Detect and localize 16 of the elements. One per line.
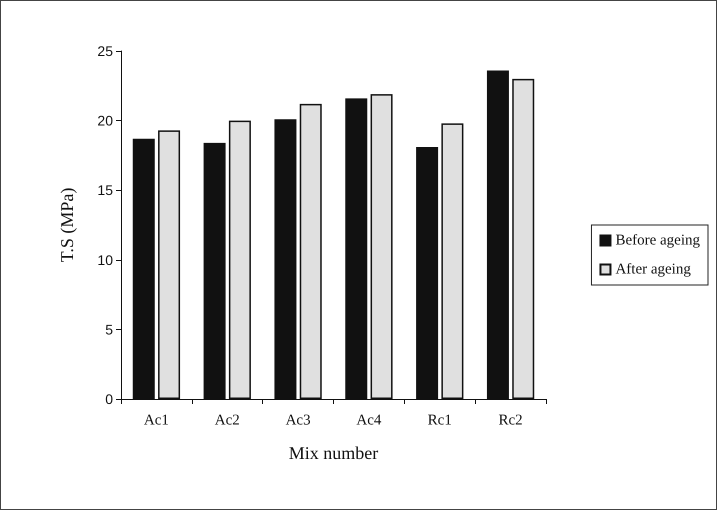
y-tick-label: 5 xyxy=(105,321,114,338)
y-tick-label: 20 xyxy=(97,112,114,129)
x-tick-label: Rc2 xyxy=(498,412,523,428)
x-tick-label: Ac4 xyxy=(356,412,382,428)
legend-label: After ageing xyxy=(615,262,692,278)
x-axis-title: Mix number xyxy=(288,443,378,463)
legend-label: Before ageing xyxy=(615,232,700,248)
y-tick-label: 25 xyxy=(97,43,114,59)
x-tick-label: Ac2 xyxy=(214,412,240,428)
x-tick-label: Ac1 xyxy=(144,412,169,428)
y-tick-label: 15 xyxy=(97,182,114,198)
y-tick-label: 10 xyxy=(97,252,114,268)
x-tick-label: Rc1 xyxy=(428,412,452,428)
x-tick-label: Ac3 xyxy=(286,412,311,428)
y-axis-title: T.S (MPa) xyxy=(57,188,77,262)
y-tick-label: 0 xyxy=(105,391,114,407)
